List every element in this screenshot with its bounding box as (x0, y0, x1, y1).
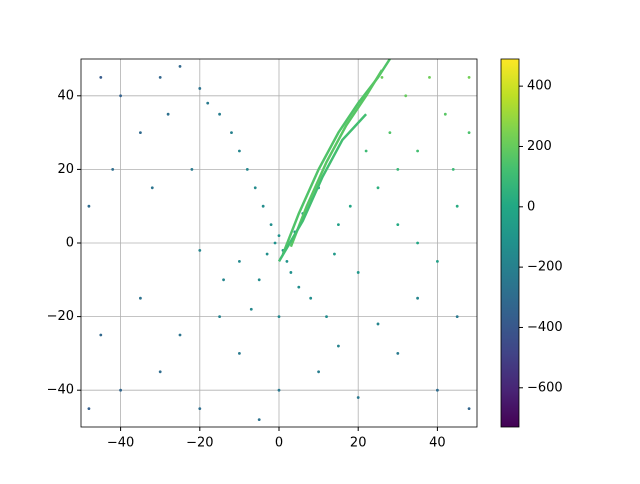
y-tick-label: −40 (47, 383, 74, 398)
point (206, 101, 210, 105)
point (416, 241, 419, 245)
point (166, 112, 170, 116)
point (364, 149, 368, 153)
point (111, 168, 115, 171)
colorbar-tick-label: −400 (527, 320, 563, 335)
point (277, 315, 281, 318)
point (238, 149, 241, 153)
point (376, 186, 380, 190)
colorbar-tick-label: 0 (527, 199, 535, 214)
point (198, 407, 202, 410)
point (289, 271, 293, 274)
x-tick-label: 0 (275, 436, 283, 451)
point (455, 315, 459, 318)
point (380, 76, 384, 79)
y-tick-label: 0 (66, 236, 74, 251)
point (455, 204, 459, 208)
point (396, 352, 400, 355)
point (396, 223, 400, 227)
point (87, 204, 91, 208)
point (238, 260, 241, 263)
point (257, 278, 261, 282)
y-tick-label: −20 (47, 309, 74, 324)
point (348, 204, 352, 208)
point (416, 296, 419, 300)
point (238, 352, 241, 355)
point (467, 407, 471, 410)
colorbar (500, 58, 520, 428)
point (277, 234, 281, 238)
point (443, 112, 447, 116)
point (158, 76, 162, 79)
point (139, 296, 142, 300)
point (119, 94, 122, 98)
point (198, 87, 202, 90)
point (99, 333, 103, 337)
colorbar-tick-label: 400 (527, 79, 552, 94)
point (222, 278, 225, 282)
point (337, 344, 340, 348)
point (265, 252, 269, 256)
point (150, 186, 154, 190)
point (309, 296, 313, 300)
point (428, 76, 431, 79)
point (396, 168, 400, 171)
point (467, 131, 471, 135)
x-tick-label: −40 (107, 436, 134, 451)
point (178, 64, 182, 68)
point (388, 131, 392, 135)
curve (277, 113, 368, 263)
point (333, 252, 336, 256)
point (178, 333, 182, 337)
point (356, 271, 360, 274)
point (273, 241, 277, 245)
point (325, 315, 328, 318)
plot-area (87, 59, 471, 422)
point (261, 204, 265, 208)
point (87, 407, 91, 410)
point (190, 168, 194, 171)
colorbar-tick-label: 200 (527, 139, 552, 154)
point (269, 223, 273, 227)
x-tick-label: 40 (429, 436, 446, 451)
point (99, 76, 103, 79)
curve (289, 69, 384, 248)
point (230, 131, 233, 135)
point (158, 370, 162, 374)
colorbar-tick-label: −600 (527, 380, 563, 395)
x-tick-label: 20 (350, 436, 367, 451)
y-tick-label: 40 (57, 88, 74, 103)
point (249, 307, 253, 311)
point (139, 131, 142, 135)
point (416, 149, 419, 153)
point (436, 260, 439, 263)
point (376, 322, 380, 326)
point (337, 223, 340, 227)
point (119, 388, 122, 392)
colorbar-tick-label: −200 (527, 260, 563, 275)
point (467, 76, 471, 79)
point (253, 186, 257, 190)
point (218, 112, 222, 116)
point (245, 168, 249, 171)
point (218, 315, 222, 318)
point (451, 168, 455, 171)
plot-frame (80, 58, 478, 428)
point (297, 285, 301, 289)
point (257, 418, 261, 422)
point (198, 248, 202, 252)
point (404, 94, 408, 98)
point (285, 260, 289, 263)
x-tick-label: −20 (186, 436, 213, 451)
point (436, 388, 439, 392)
point (277, 388, 281, 392)
y-tick-label: 20 (57, 162, 74, 177)
point (356, 396, 360, 399)
point (317, 370, 320, 374)
